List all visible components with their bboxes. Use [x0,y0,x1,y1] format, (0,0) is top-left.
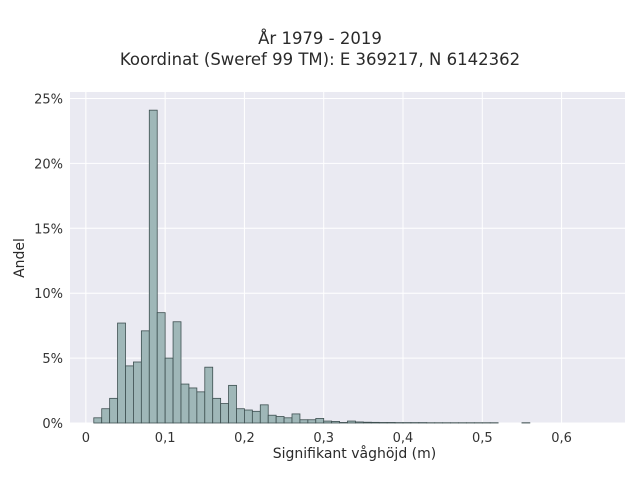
x-tick-label: 0 [82,431,90,446]
histogram-bar [236,408,245,424]
histogram-bar [378,422,388,424]
histogram-bar [140,330,150,424]
histogram-bar [172,321,182,424]
histogram-bar [267,414,277,424]
histogram-bar [347,420,356,424]
histogram-bar [212,397,222,424]
histogram-bar [299,419,309,424]
x-tick-label: 0,1 [155,431,176,446]
histogram-bar [180,383,190,424]
histogram-bar [188,387,198,424]
histogram-bar [259,404,269,424]
x-tick-label: 0,2 [234,431,255,446]
histogram-bar [315,418,325,424]
histogram-bar [101,408,111,424]
x-tick-label: 0,3 [313,431,334,446]
histogram-bar [220,403,229,424]
x-tick-label: 0,6 [551,431,572,446]
histogram-bar [164,357,174,424]
histogram-bar [323,420,333,424]
y-axis-label: Andel [12,238,28,278]
chart-title: År 1979 - 2019 [258,29,382,48]
histogram-bar [339,422,348,424]
histogram-bar [156,312,166,424]
histogram-bar [283,417,293,424]
histogram-bar [93,417,103,424]
histogram-bar [275,416,285,424]
histogram-bar [109,397,118,424]
histogram-bar [331,421,340,424]
histogram-bars [93,109,531,424]
histogram-bar [251,410,261,424]
tick-labels: 0 0,1 0,2 0,3 0,4 0,5 0,6 0% 5% 10% 15% 20% 25% [34,92,572,446]
y-tick-label: 20% [34,157,63,172]
histogram-bar [196,391,206,424]
y-tick-label: 0% [42,417,63,432]
histogram-bar [125,365,134,424]
histogram-bar [148,109,158,424]
histogram-bar [355,421,364,424]
x-tick-label: 0,4 [393,431,414,446]
histogram-bar [307,419,317,424]
histogram-bar [370,421,380,424]
x-tick-label: 0,5 [472,431,493,446]
histogram-bar [133,361,142,424]
histogram-bar [362,421,372,424]
x-axis-label: Signifikant våghöjd (m) [272,446,437,462]
chart-subtitle: Koordinat (Sweref 99 TM): E 369217, N 61… [119,50,521,69]
y-tick-label: 15% [34,222,63,237]
histogram-bar [291,413,301,424]
y-tick-label: 10% [34,287,63,302]
histogram-bar [117,322,126,424]
histogram-bar [228,384,237,424]
histogram-bar [244,409,253,424]
y-tick-label: 5% [42,352,63,367]
histogram-bar [386,422,396,424]
y-tick-label: 25% [34,92,63,107]
histogram-bar [204,366,214,424]
